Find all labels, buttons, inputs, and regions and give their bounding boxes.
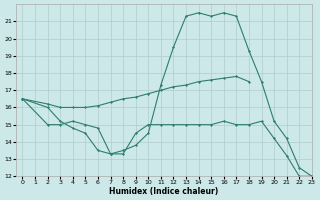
X-axis label: Humidex (Indice chaleur): Humidex (Indice chaleur)	[109, 187, 219, 196]
